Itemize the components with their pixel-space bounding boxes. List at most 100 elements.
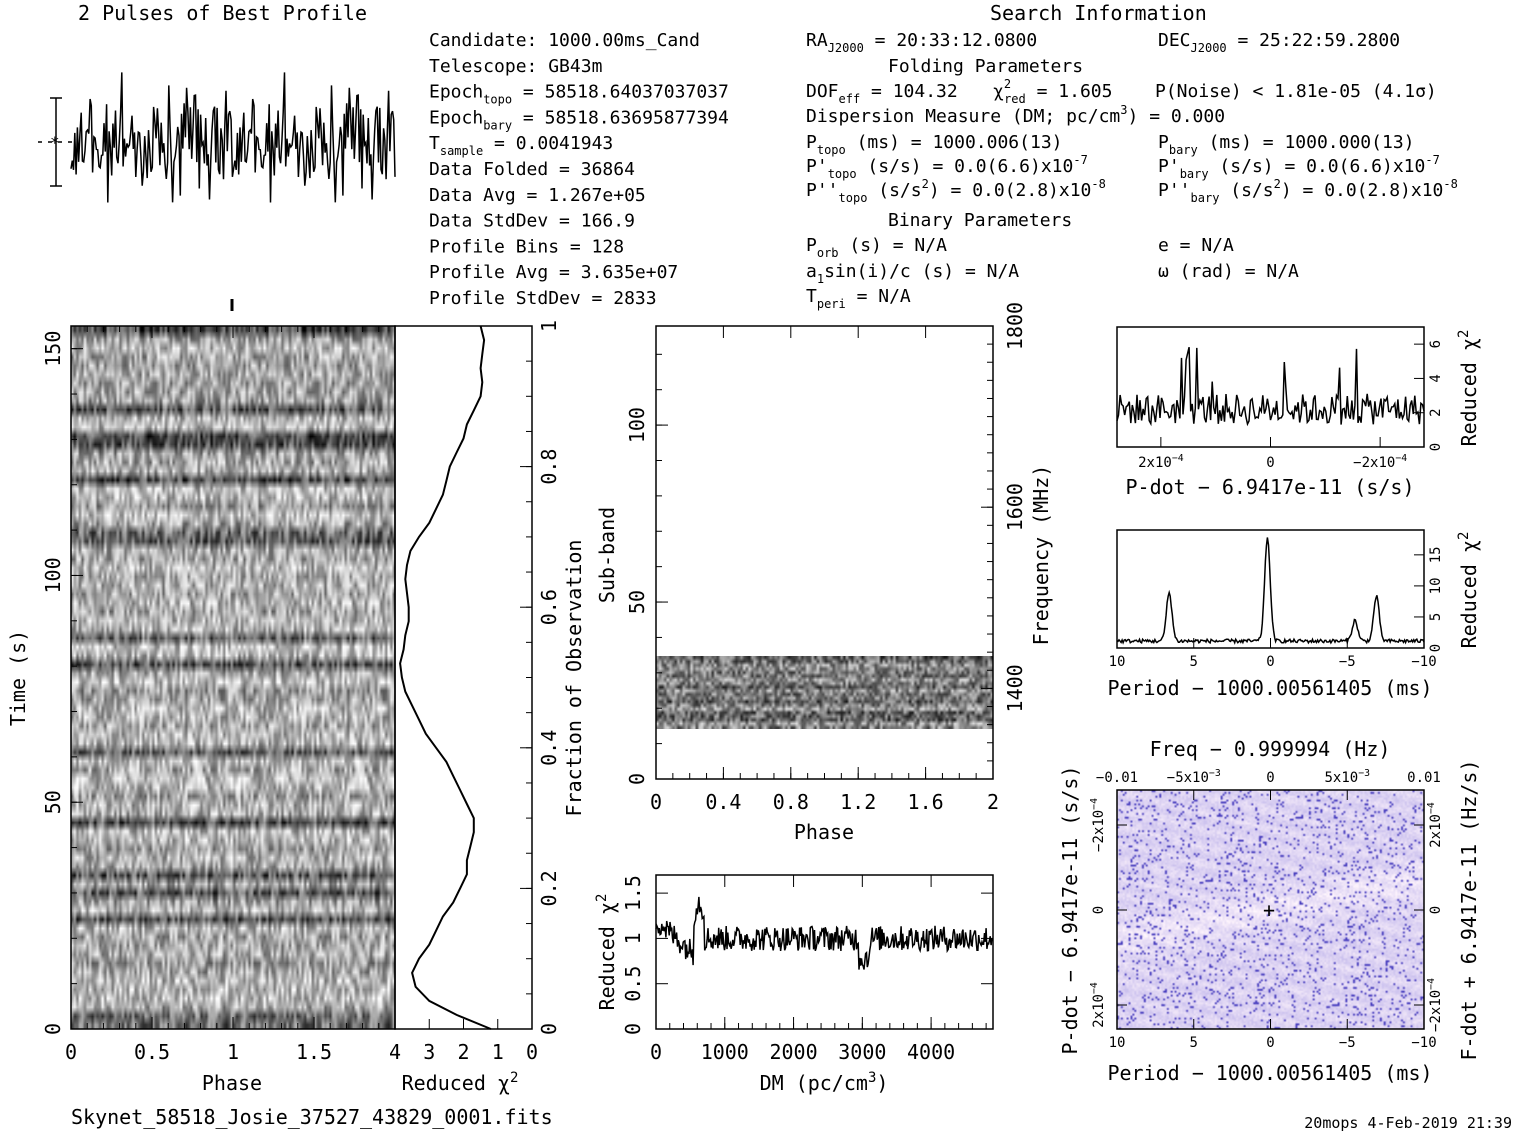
chi2-tick-label: 0 — [526, 1040, 538, 1064]
binary-params-title: Binary Parameters — [888, 210, 1072, 231]
period-pdot-panel: 10 5 0 −5 −10 −0.01 −5x10−3 0 5x10−3 0.01 −2x10−4 2… — [1058, 737, 1481, 1085]
chi2-pdot-ylabel: Reduced χ2 — [1456, 330, 1481, 447]
subband-phase-heatmap — [656, 656, 993, 729]
phase-tick-label: 0.8 — [773, 790, 809, 814]
pdot-tick-label: −2x10−4 — [1089, 798, 1107, 852]
pdot-tick-label: 2x10−4 — [1138, 453, 1184, 471]
chi2-time-xlabel: Reduced χ2 — [402, 1070, 519, 1095]
time-phase-heatmap — [71, 326, 395, 1029]
freq-tick-label: 1800 — [1003, 302, 1027, 350]
dm-tick-label: 3000 — [838, 1040, 886, 1064]
pdot-tick-label: −2x10−4 — [1353, 453, 1407, 471]
chi2-pdot-panel: 2x10−4 0 −2x10−4 0 2 4 6 P-dot − 6.9417e-11 (s… — [1116, 326, 1481, 499]
frequency-ylabel: Frequency (MHz) — [1029, 465, 1053, 646]
time-tick-label: 0 — [41, 1023, 65, 1035]
chi2-pdot-tick-label: 6 — [1428, 340, 1444, 348]
chi2-time-panel: 4 3 2 1 000.20.40.60.81 Reduced χ2 Fraction … — [389, 320, 586, 1095]
freq-tick-label: 1600 — [1003, 483, 1027, 531]
chi2-tick-label: 2 — [457, 1040, 469, 1064]
search-info: RAJ2000 = 20:33:12.0800 DECJ2000 = 25:22… — [806, 30, 1400, 55]
info-row: Profile Avg = 3.635e+07 — [429, 262, 678, 283]
period-tick-label: 0 — [1266, 654, 1274, 670]
info-row: Epochbary = 58518.63695877394 — [429, 107, 729, 132]
chi2-pdot-tick-label: 2 — [1428, 408, 1444, 416]
period-tick-label: −10 — [1411, 1035, 1436, 1051]
phase-tick-label: 1.2 — [840, 790, 876, 814]
fraction-tick-label: 0.6 — [537, 589, 561, 625]
fdot-tick-label: 0 — [1428, 906, 1444, 914]
chi2-pdot-series-line — [1116, 347, 1425, 427]
phase-tick-label: 1.5 — [296, 1040, 332, 1064]
fraction-tick-label: 0 — [537, 1023, 561, 1035]
info-row: Profile StdDev = 2833 — [429, 288, 657, 309]
freq-tick-label: 0 — [1266, 770, 1274, 786]
chi2-dm-tick-label: 1 — [621, 932, 645, 944]
chi2-dm-series-line — [655, 896, 994, 970]
info-row: Telescope: GB43m — [429, 56, 602, 77]
dof-label: DOFeff = 104.32 — [806, 81, 958, 106]
chi2-time-series-line — [399, 325, 492, 1030]
folding-info: DOFeff = 104.32 χ2 red = 1.605 P(Noise) <… — [806, 77, 1458, 205]
subband-tick-label: 100 — [625, 407, 649, 443]
dm-tick-label: 1000 — [701, 1040, 749, 1064]
ptopo-label: Ptopo (ms) = 1000.006(13) — [806, 132, 1063, 157]
phase-tick-label: 1 — [227, 1040, 239, 1064]
dm-tick-label: 0 — [650, 1040, 662, 1064]
period-tick-label: −5 — [1339, 654, 1356, 670]
chi2-dm-tick-label: 1.5 — [621, 875, 645, 911]
phase-tick-label: 2 — [987, 790, 999, 814]
period-tick-label: 5 — [1190, 654, 1198, 670]
binary-info: Porb (s) = N/A e = N/A a1sin(i)/c (s) = … — [806, 235, 1299, 311]
period-tick-label: 0 — [1266, 1035, 1274, 1051]
pdot-tick-label: 2x10−4 — [1089, 982, 1107, 1028]
pdot-tick-label: 0 — [1266, 455, 1274, 471]
chi2-period-panel: 10 5 0 −5 −10 0 5 10 15 Period − 1000.00561405 (… — [1107, 529, 1481, 700]
chi2-dm-panel: 0 1000 2000 3000 4000 0 0.5 1 1.5 DM (pc/cm3) Re… — [594, 874, 994, 1095]
filename-label: Skynet_58518_Josie_37527_43829_0001.fits — [71, 1105, 553, 1129]
info-row: Tsample = 0.0041943 — [429, 133, 613, 158]
subband-tick-label: 0 — [625, 773, 649, 785]
chi2-period-series-line — [1116, 537, 1425, 646]
freq-tick-label: −5x10−3 — [1167, 768, 1221, 786]
pbary-label: Pbary (ms) = 1000.000(13) — [1158, 132, 1415, 157]
pulse-profile-plot: * — [38, 72, 396, 203]
fdot-plane-ylabel: F-dot + 6.9417e-11 (Hz/s) — [1457, 759, 1481, 1060]
chi2-dm-ylabel: Reduced χ2 — [594, 894, 619, 1011]
dec-label: DECJ2000 = 25:22:59.2800 — [1158, 30, 1400, 55]
phase-tick-label: 0 — [65, 1040, 77, 1064]
pdot-xlabel: P-dot − 6.9417e-11 (s/s) — [1126, 475, 1415, 499]
fraction-tick-label: 0.8 — [537, 449, 561, 485]
period-tick-label: 10 — [1109, 654, 1126, 670]
chi2-period-tick-label: 15 — [1428, 546, 1444, 563]
a1sini-label: a1sin(i)/c (s) = N/A — [806, 261, 1019, 286]
period-tick-label: −5 — [1339, 1035, 1356, 1051]
chi2-pdot-tick-label: 4 — [1428, 374, 1444, 382]
info-row: Data StdDev = 166.9 — [429, 211, 635, 232]
pdot-plane-ylabel: P-dot − 6.9417e-11 (s/s) — [1058, 766, 1082, 1055]
fraction-tick-label: 1 — [537, 320, 561, 332]
info-row: Epochtopo = 58518.64037037037 — [429, 82, 729, 107]
freq-tick-label: 0.01 — [1407, 770, 1441, 786]
time-phase-axes: 0 0.5 1 1.5 0 50 100 150 — [41, 326, 396, 1064]
chi2-time-axes: 4 3 2 1 000.20.40.60.81 — [389, 320, 561, 1064]
info-row: Profile Bins = 128 — [429, 236, 624, 257]
chi2-period-ylabel: Reduced χ2 — [1456, 532, 1481, 649]
phase-xlabel: Phase — [202, 1071, 262, 1095]
dm-tick-label: 4000 — [907, 1040, 955, 1064]
subband-phase-panel: 0 0.4 0.8 1.2 1.6 2 0 50 100 1400 1600 1800 Phase S… — [595, 302, 1053, 844]
period-pdot-xlabel: Period − 1000.00561405 (ms) — [1107, 1061, 1432, 1085]
chi2-period-axes: 10 5 0 −5 −10 0 5 10 15 — [1109, 546, 1444, 670]
period-pdot-axes: 10 5 0 −5 −10 −0.01 −5x10−3 0 5x10−3 0.01 −2x10−4 2… — [1089, 768, 1444, 1051]
period-tick-label: 5 — [1190, 1035, 1198, 1051]
chi2-pdot-tick-label: 0 — [1428, 443, 1444, 451]
period-pdot-heatmap — [1117, 790, 1424, 1029]
time-tick-label: 150 — [41, 331, 65, 367]
ecc-label: e = N/A — [1158, 235, 1234, 256]
pdot-topo-label: P'topo (s/s) = 0.0(6.6)x10-7 — [806, 153, 1088, 181]
fdot-tick-label: 2x10−4 — [1426, 802, 1444, 848]
info-row: Data Folded = 36864 — [429, 159, 635, 180]
chi2-tick-label: 3 — [423, 1040, 435, 1064]
profile-series-line — [70, 72, 396, 203]
pddot-bary-label: P''bary (s/s2) = 0.0(2.8)x10-8 — [1158, 177, 1458, 205]
